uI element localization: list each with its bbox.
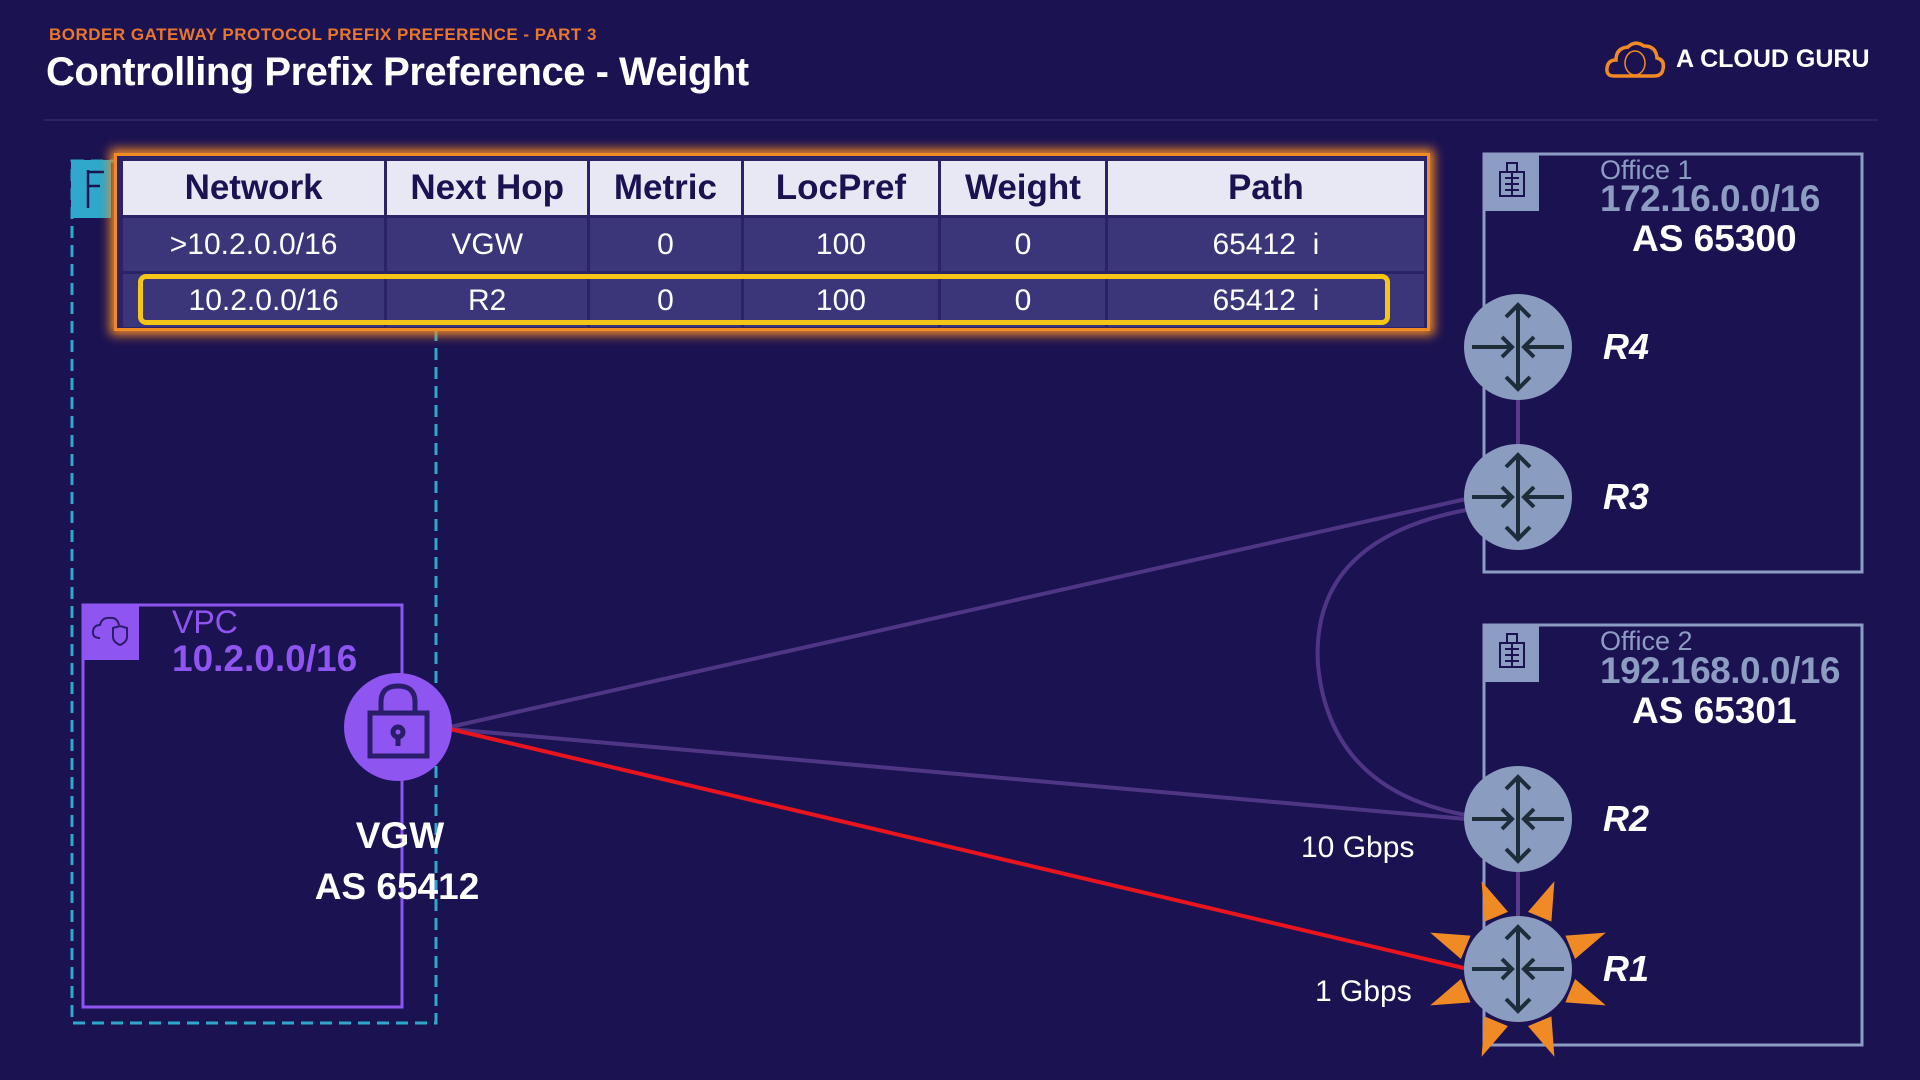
router-arrows-icon — [1472, 302, 1564, 392]
cell-next-hop: VGW — [387, 218, 588, 271]
starburst-ray — [1481, 881, 1508, 922]
column-header-weight: Weight — [941, 161, 1105, 215]
starburst-ray — [1430, 932, 1471, 959]
r1-starburst — [1430, 881, 1606, 1057]
router-r2[interactable] — [1464, 766, 1572, 872]
logo-text: A CLOUD GURU — [1676, 44, 1870, 73]
router-r1[interactable] — [1464, 916, 1572, 1022]
vgw-as: AS 65412 — [314, 866, 480, 907]
router-r3-label: R3 — [1603, 476, 1650, 517]
office1-as: AS 65300 — [1632, 218, 1797, 259]
cell-metric: 0 — [590, 218, 741, 271]
cell-next-hop: R2 — [387, 274, 588, 327]
cell-path: 65412 i — [1107, 218, 1424, 271]
office2-as: AS 65301 — [1632, 690, 1797, 731]
link-speed-r1: 1 Gbps — [1315, 975, 1412, 1008]
cell-metric: 0 — [590, 274, 741, 327]
starburst-ray — [1430, 979, 1471, 1006]
starburst-ray — [1528, 1016, 1555, 1057]
column-header-next-hop: Next Hop — [387, 161, 588, 215]
vpc-cidr: 10.2.0.0/16 — [172, 638, 358, 679]
slide-title: Controlling Prefix Preference - Weight — [46, 50, 749, 94]
router-arrows-icon — [1472, 774, 1564, 864]
slide-subtitle: BORDER GATEWAY PROTOCOL PREFIX PREFERENC… — [49, 25, 597, 44]
region-icon-box — [71, 160, 111, 218]
office2-label: Office 2 — [1600, 626, 1693, 656]
bgp-table-panel: Network Next Hop Metric LocPref Weight P… — [114, 153, 1430, 331]
column-header-network: Network — [123, 161, 385, 215]
office1-label: Office 1 — [1600, 155, 1693, 185]
logo: A CLOUD GURU — [1604, 38, 1870, 80]
bgp-table: Network Next Hop Metric LocPref Weight P… — [120, 158, 1427, 330]
router-arrows-icon — [1472, 924, 1564, 1014]
router-r4[interactable] — [1464, 294, 1572, 400]
router-r1-label: R1 — [1603, 948, 1650, 989]
cell-network: 10.2.0.0/16 — [123, 274, 385, 327]
link-vgw-r3 — [449, 497, 1467, 729]
link-r3-r2-curve — [1315, 508, 1467, 817]
building-icon — [1499, 633, 1525, 668]
vpc-box — [81, 603, 404, 1009]
vpc-label: VPC — [172, 604, 238, 640]
cell-network: >10.2.0.0/16 — [123, 218, 385, 271]
column-header-locpref: LocPref — [743, 161, 939, 215]
cell-path: 65412 i — [1107, 274, 1424, 327]
link-vgw-r2 — [449, 727, 1467, 821]
cell-weight: 0 — [941, 274, 1105, 327]
column-header-path: Path — [1107, 161, 1424, 215]
router-r3[interactable] — [1464, 444, 1572, 550]
starburst-ray — [1528, 881, 1555, 922]
router-r4-label: R4 — [1603, 326, 1650, 367]
table-header-row: Network Next Hop Metric LocPref Weight P… — [123, 161, 1424, 215]
cell-locpref: 100 — [743, 274, 939, 327]
link-vgw-r1-active — [449, 727, 1469, 971]
office2-cidr: 192.168.0.0/16 — [1600, 650, 1840, 691]
vgw-name: VGW — [355, 815, 445, 856]
office1-cidr: 172.16.0.0/16 — [1600, 178, 1820, 219]
table-row: 10.2.0.0/16 R2 0 100 0 65412 i — [123, 274, 1424, 327]
region-flag-icon — [86, 170, 104, 208]
starburst-ray — [1565, 979, 1606, 1006]
router-r2-label: R2 — [1603, 798, 1650, 839]
router-arrows-icon — [1472, 452, 1564, 542]
lock-icon — [367, 683, 430, 759]
starburst-ray — [1565, 932, 1606, 959]
link-speed-r2: 10 Gbps — [1301, 831, 1415, 864]
cloud-shield-icon — [91, 616, 128, 647]
building-icon — [1499, 162, 1525, 197]
cell-weight: 0 — [941, 218, 1105, 271]
cell-locpref: 100 — [743, 218, 939, 271]
starburst-ray — [1481, 1016, 1508, 1057]
cloud-logo-icon — [1605, 41, 1666, 78]
header-divider — [44, 119, 1878, 121]
highlighted-row-outline — [138, 274, 1390, 325]
table-row: >10.2.0.0/16 VGW 0 100 0 65412 i — [123, 218, 1424, 271]
vpc-icon-box — [82, 604, 139, 660]
column-header-metric: Metric — [590, 161, 741, 215]
